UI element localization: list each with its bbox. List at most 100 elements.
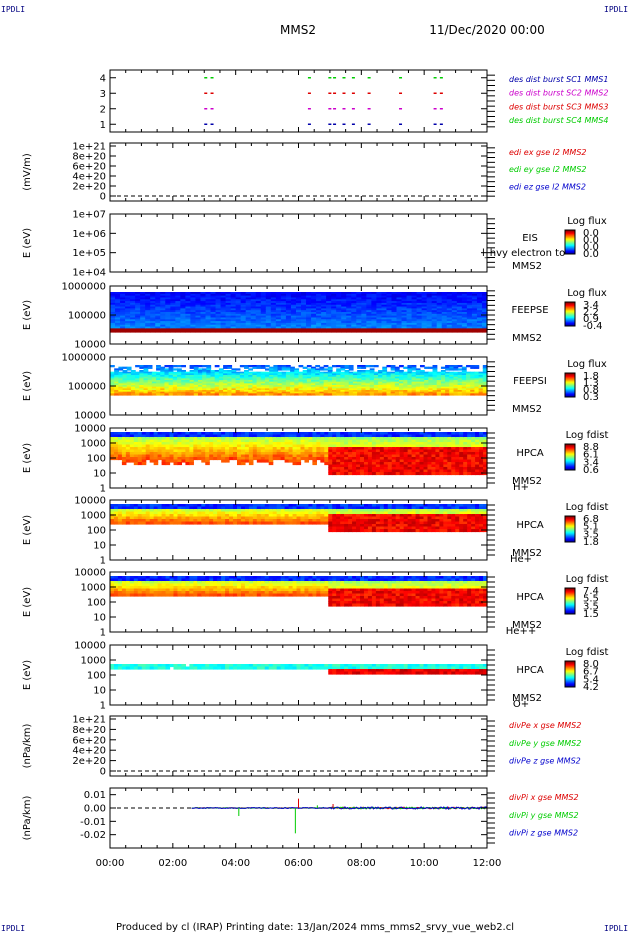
heatmap-cell xyxy=(117,454,123,458)
heatmap-cell xyxy=(336,467,341,471)
heatmap-cell xyxy=(421,326,428,329)
heatmap-cell xyxy=(387,449,393,453)
heatmap-cell xyxy=(471,459,476,463)
heatmap-cell xyxy=(175,319,181,322)
heatmap-cell xyxy=(459,457,464,461)
heatmap-cell xyxy=(461,393,467,396)
colorbar-swatch xyxy=(565,248,575,250)
heatmap-cell xyxy=(265,319,272,322)
heatmap-cell xyxy=(302,371,308,374)
heatmap-cell xyxy=(415,388,421,391)
heatmap-cell xyxy=(316,293,322,297)
heatmap-cell xyxy=(229,439,234,443)
heatmap-cell xyxy=(177,459,183,463)
heatmap-cell xyxy=(474,376,480,379)
colorbar-swatch xyxy=(565,387,575,389)
heatmap-cell xyxy=(467,434,472,438)
heatmap-cell xyxy=(304,459,310,463)
heatmap-cell xyxy=(227,383,233,386)
heatmap-cell xyxy=(295,304,302,308)
heatmap-cell xyxy=(382,368,388,371)
heatmap-cell xyxy=(213,457,218,461)
corner-label-top-right: IPDLI xyxy=(604,5,629,14)
heatmap-cell xyxy=(432,386,438,389)
heatmap-cell xyxy=(215,299,222,302)
heatmap-cell xyxy=(177,368,182,371)
heatmap-cell xyxy=(399,380,404,383)
heatmap-cell xyxy=(153,442,159,446)
heatmap-cell xyxy=(461,315,468,319)
heatmap-cell xyxy=(373,391,379,394)
heatmap-cell xyxy=(294,386,300,389)
heatmap-cell xyxy=(202,381,207,384)
heatmap-cell xyxy=(205,459,210,463)
heatmap-cell xyxy=(363,464,369,468)
heatmap-cell xyxy=(205,319,212,322)
heatmap-cell xyxy=(476,292,483,295)
colorbar-swatch xyxy=(565,302,575,305)
heatmap-cell xyxy=(133,454,139,458)
heatmap-cell xyxy=(118,378,124,381)
heatmap-cell xyxy=(160,381,166,384)
heatmap-cell xyxy=(319,386,325,389)
heatmap-cell xyxy=(327,371,333,374)
heatmap-cell xyxy=(141,447,147,451)
heatmap-cell xyxy=(470,391,476,394)
heatmap-cell xyxy=(399,469,405,473)
heatmap-cell xyxy=(129,432,135,436)
heatmap-cell xyxy=(323,393,329,396)
heatmap-cell xyxy=(399,452,405,456)
heatmap-cell xyxy=(126,385,132,388)
heatmap-cell xyxy=(423,437,429,441)
heatmap-cell xyxy=(373,378,379,381)
heatmap-cell xyxy=(110,444,115,448)
heatmap-cell xyxy=(277,388,283,391)
heatmap-cell xyxy=(371,326,378,329)
heatmap-cell xyxy=(456,324,463,328)
heatmap-cell xyxy=(260,381,266,384)
heatmap-cell xyxy=(341,322,347,326)
heatmap-cell xyxy=(260,442,266,446)
heatmap-cell xyxy=(302,393,308,396)
heatmap-cell xyxy=(391,301,398,304)
heatmap-cell xyxy=(213,439,218,443)
heatmap-cell xyxy=(471,328,478,331)
heatmap-cell xyxy=(200,293,207,297)
heatmap-cell xyxy=(306,293,312,297)
heatmap-cell xyxy=(352,454,357,458)
heatmap-cell xyxy=(130,297,136,300)
heatmap-cell xyxy=(223,391,228,394)
heatmap-cell xyxy=(421,310,428,313)
heatmap-cell xyxy=(193,393,199,396)
heatmap-cell xyxy=(439,472,444,476)
heatmap-cell xyxy=(352,390,358,393)
heatmap-cell xyxy=(403,386,409,389)
heatmap-cell xyxy=(357,393,362,396)
heatmap-cell xyxy=(411,383,417,386)
heatmap-cell xyxy=(376,299,383,302)
heatmap-cell xyxy=(461,308,468,311)
heatmap-cell xyxy=(344,454,349,458)
heatmap-cell xyxy=(244,447,250,451)
heatmap-cell xyxy=(165,459,171,463)
heatmap-cell xyxy=(382,385,388,388)
heatmap-cell xyxy=(165,308,171,311)
heatmap-cell xyxy=(145,457,151,461)
heatmap-cell xyxy=(110,457,115,461)
heatmap-cell xyxy=(381,319,388,322)
heatmap-cell xyxy=(296,444,302,448)
heatmap-cell xyxy=(250,330,257,333)
heatmap-cell xyxy=(301,312,307,315)
heatmap-cell xyxy=(479,452,484,456)
heatmap-cell xyxy=(357,390,362,393)
heatmap-cell xyxy=(426,293,433,297)
heatmap-cell xyxy=(432,376,438,379)
heatmap-cell xyxy=(323,386,329,389)
heatmap-cell xyxy=(280,324,287,328)
heatmap-cell xyxy=(446,322,453,326)
heatmap-cell xyxy=(323,376,329,379)
heatmap-cell xyxy=(268,444,274,448)
heatmap-cell xyxy=(240,442,246,446)
heatmap-cell xyxy=(344,373,350,376)
heatmap-cell xyxy=(361,302,367,306)
